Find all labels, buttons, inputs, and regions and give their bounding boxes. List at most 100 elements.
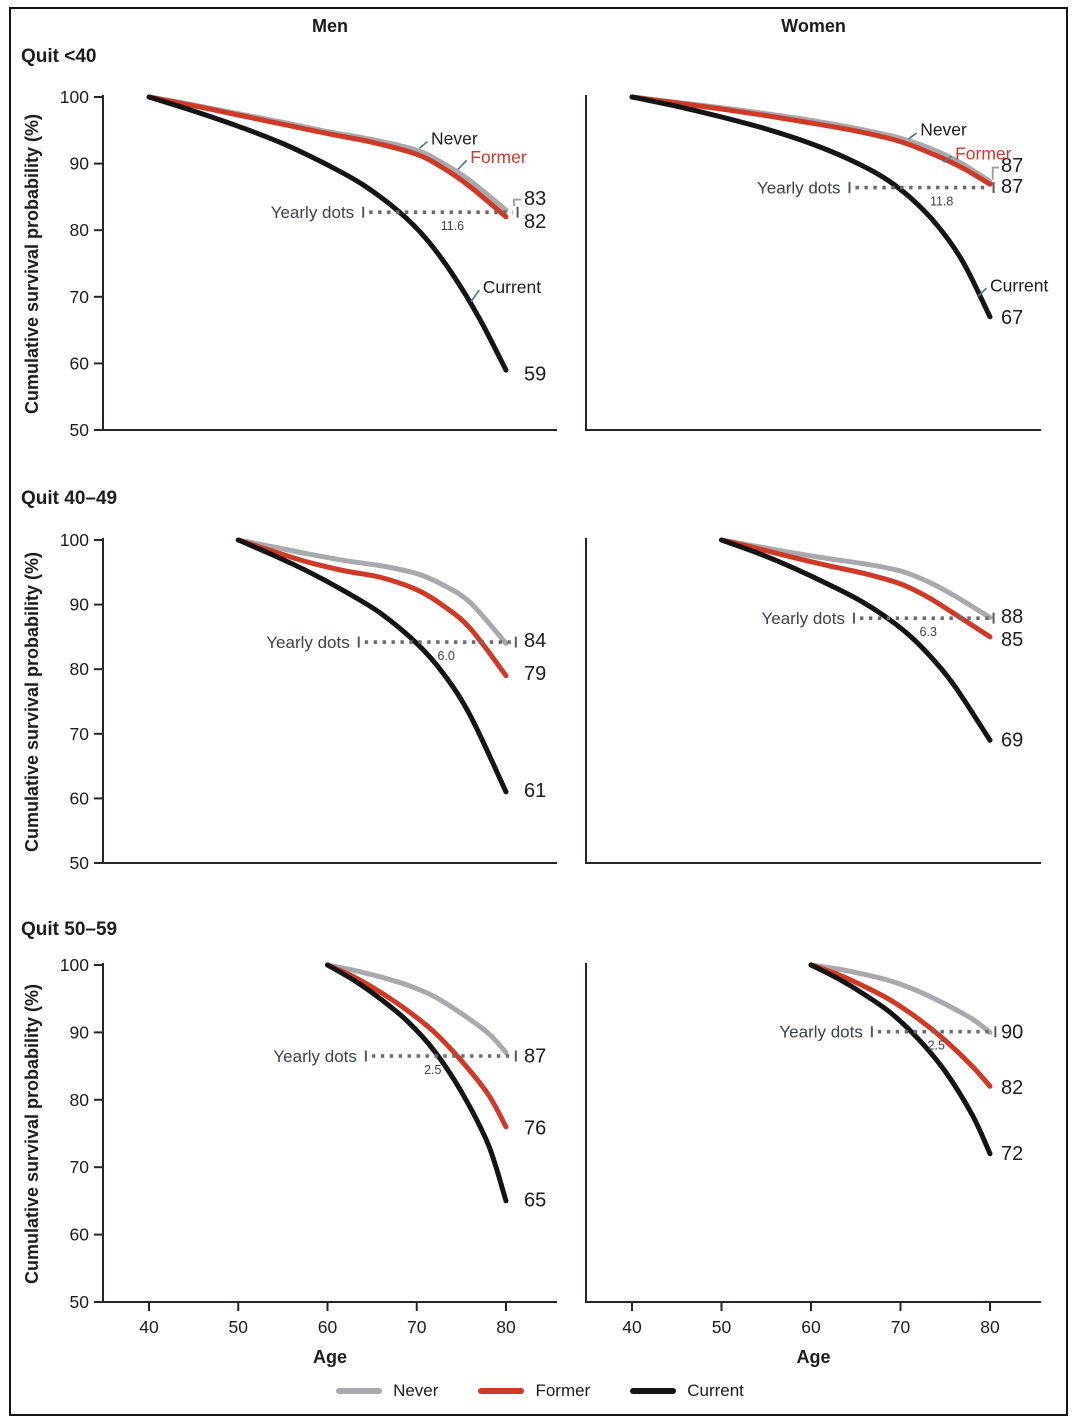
legend-label-never: Never (393, 1381, 439, 1400)
curve-former (325, 962, 509, 1130)
curve-current (719, 537, 993, 743)
former-line-swatch (478, 1388, 525, 1394)
yearly-dots-label: Yearly dots (271, 203, 354, 222)
y-tick-label: 90 (70, 1022, 90, 1042)
y-axis-title-row3: Cumulative survival probability (%) (22, 983, 42, 1285)
x-tick-label: 60 (318, 1317, 338, 1337)
curve-former (146, 94, 509, 220)
curve-never (325, 962, 509, 1056)
legend-item-never: Never (336, 1381, 438, 1401)
y-tick-label: 60 (70, 353, 90, 373)
row-label-quit-lt40: Quit <40 (21, 46, 97, 67)
yearly-dots-label: Yearly dots (761, 609, 844, 628)
y-tick-label: 60 (70, 1225, 90, 1245)
series-label-leader (908, 132, 918, 140)
curve-current (325, 962, 509, 1204)
curve-never (808, 962, 993, 1035)
endpoint-value-current: 67 (1001, 307, 1023, 329)
series-label-never: Never (431, 128, 478, 148)
yearly-dots-gap-value: 11.6 (441, 219, 464, 233)
y-tick-label: 90 (70, 154, 90, 174)
legend-item-current: Current (630, 1381, 744, 1401)
curve-never (719, 537, 993, 620)
x-tick-label: 80 (496, 1317, 516, 1337)
endpoint-value-never: 84 (524, 630, 546, 652)
y-axis-title-row1: Cumulative survival probability (%) (22, 113, 42, 415)
curve-current (235, 537, 509, 795)
legend: Never Former Current (0, 1377, 1080, 1405)
series-label-former: Former (470, 147, 527, 167)
y-tick-label: 70 (70, 1157, 90, 1177)
endpoint-value-current: 61 (524, 780, 546, 802)
row-label-quit-40-49: Quit 40–49 (21, 488, 118, 509)
y-tick-label: 90 (70, 595, 90, 615)
y-tick-label: 100 (60, 955, 89, 975)
curve-current (629, 94, 993, 320)
endpoint-value-former: 87 (1001, 176, 1023, 198)
legend-item-former: Former (478, 1381, 590, 1401)
series-label-current: Current (483, 277, 541, 297)
endpoint-elbow (991, 166, 999, 180)
column-header-men: Men (312, 16, 348, 36)
yearly-dots-label: Yearly dots (273, 1047, 356, 1066)
y-tick-label: 70 (70, 724, 90, 744)
column-header-women: Women (781, 16, 846, 36)
panel-women-quit-50-59: 40 50 60 70 80 Yearly dots 2.5 90 82 72 (585, 962, 1041, 1337)
yearly-dots-label: Yearly dots (779, 1023, 862, 1042)
y-tick-label: 60 (70, 788, 90, 808)
endpoint-value-current: 72 (1001, 1143, 1023, 1165)
never-line-swatch (336, 1388, 383, 1394)
x-tick-label: 50 (229, 1317, 249, 1337)
y-tick-label: 50 (70, 853, 90, 873)
series-label-leader (942, 155, 953, 163)
x-axis-title-women: Age (796, 1347, 831, 1367)
curve-current (808, 962, 993, 1157)
curve-former (808, 962, 993, 1089)
x-axis-title-men: Age (312, 1347, 347, 1367)
row-label-quit-50-59: Quit 50–59 (21, 919, 118, 940)
y-tick-label: 50 (70, 1292, 90, 1312)
yearly-dots-label: Yearly dots (757, 179, 840, 198)
yearly-dots-label: Yearly dots (266, 633, 349, 652)
x-tick-label: 60 (801, 1317, 821, 1337)
endpoint-value-current: 69 (1001, 730, 1023, 752)
curve-former (235, 537, 509, 679)
y-tick-label: 80 (70, 1090, 90, 1110)
curve-former (629, 94, 993, 187)
series-label-current: Current (990, 275, 1048, 295)
series-label-leader (457, 159, 468, 171)
yearly-dots-gap-value: 11.8 (930, 195, 953, 209)
series-label-never: Never (920, 120, 967, 140)
legend-label-former: Former (535, 1381, 591, 1400)
curve-never (235, 537, 509, 646)
curve-current (146, 94, 509, 373)
y-tick-label: 70 (70, 287, 90, 307)
panel-men-quit-50-59: 50 60 70 80 90 100 40 50 60 70 80 Yearly dots 2.5 87 7… (60, 955, 557, 1337)
endpoint-value-former: 82 (524, 211, 546, 233)
endpoint-value-former: 85 (1001, 629, 1023, 651)
endpoint-value-current: 59 (524, 363, 546, 385)
yearly-dots-gap-value: 6.0 (438, 649, 455, 663)
series-label-former: Former (955, 144, 1012, 164)
x-tick-label: 40 (139, 1317, 159, 1337)
y-tick-label: 100 (60, 87, 89, 107)
series-label-leader (977, 287, 988, 297)
y-tick-label: 50 (70, 420, 90, 440)
x-tick-label: 70 (407, 1317, 427, 1337)
x-tick-label: 70 (891, 1317, 911, 1337)
x-tick-label: 40 (622, 1317, 642, 1337)
endpoint-value-never: 83 (524, 188, 546, 210)
yearly-dots-gap-value: 2.5 (424, 1063, 441, 1077)
endpoint-value-never: 88 (1001, 606, 1023, 628)
y-tick-label: 100 (60, 530, 89, 550)
y-axis-title-row2: Cumulative survival probability (%) (22, 551, 42, 853)
series-label-leader (418, 140, 429, 149)
endpoint-value-former: 76 (524, 1117, 546, 1139)
endpoint-value-former: 79 (524, 663, 546, 685)
x-tick-label: 80 (980, 1317, 1000, 1337)
curve-former (719, 537, 993, 640)
yearly-dots-gap-value: 2.5 (928, 1039, 945, 1053)
